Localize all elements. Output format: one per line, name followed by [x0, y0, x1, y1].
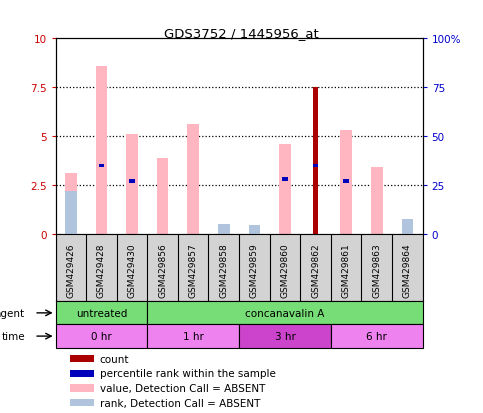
Text: GSM429862: GSM429862	[311, 242, 320, 297]
Text: GSM429856: GSM429856	[158, 242, 167, 297]
Text: GDS3752 / 1445956_at: GDS3752 / 1445956_at	[164, 27, 319, 40]
Bar	[341, 131, 352, 235]
Bar	[56, 325, 147, 348]
Text: GSM429857: GSM429857	[189, 242, 198, 297]
Text: 6 hr: 6 hr	[366, 331, 387, 341]
Bar	[147, 301, 423, 325]
Bar	[343, 180, 349, 183]
Text: GSM429860: GSM429860	[281, 242, 289, 297]
Bar	[371, 168, 383, 235]
Bar	[129, 180, 135, 183]
Bar	[401, 220, 413, 235]
Text: agent: agent	[0, 308, 25, 318]
Text: count: count	[99, 354, 129, 364]
Bar	[313, 164, 318, 168]
Text: 3 hr: 3 hr	[274, 331, 296, 341]
Text: GSM429861: GSM429861	[341, 242, 351, 297]
Text: untreated: untreated	[76, 308, 127, 318]
Text: GSM429864: GSM429864	[403, 242, 412, 297]
Text: GSM429426: GSM429426	[66, 242, 75, 297]
Bar	[249, 225, 260, 235]
Bar	[239, 325, 331, 348]
Bar	[313, 88, 318, 235]
Bar	[70, 399, 95, 406]
Bar	[96, 66, 107, 235]
Bar	[70, 370, 95, 377]
Bar	[70, 385, 95, 392]
Text: concanavalin A: concanavalin A	[245, 308, 325, 318]
Text: 0 hr: 0 hr	[91, 331, 112, 341]
Bar	[249, 233, 260, 235]
Text: rank, Detection Call = ABSENT: rank, Detection Call = ABSENT	[99, 398, 260, 408]
Text: value, Detection Call = ABSENT: value, Detection Call = ABSENT	[99, 383, 265, 393]
Bar	[218, 233, 229, 235]
Bar	[56, 301, 147, 325]
Bar	[157, 158, 169, 235]
Bar	[331, 325, 423, 348]
Text: GSM429859: GSM429859	[250, 242, 259, 297]
Text: GSM429863: GSM429863	[372, 242, 381, 297]
Bar	[147, 325, 239, 348]
Text: GSM429428: GSM429428	[97, 242, 106, 297]
Bar	[187, 125, 199, 235]
Bar	[70, 355, 95, 363]
Text: 1 hr: 1 hr	[183, 331, 204, 341]
Bar	[218, 225, 229, 235]
Bar	[126, 135, 138, 235]
Bar	[279, 145, 291, 235]
Text: GSM429858: GSM429858	[219, 242, 228, 297]
Bar	[282, 178, 288, 182]
Bar	[65, 192, 77, 235]
Text: time: time	[1, 331, 25, 341]
Text: GSM429430: GSM429430	[128, 242, 137, 297]
Bar	[99, 164, 104, 168]
Bar	[65, 174, 77, 235]
Text: percentile rank within the sample: percentile rank within the sample	[99, 368, 275, 378]
